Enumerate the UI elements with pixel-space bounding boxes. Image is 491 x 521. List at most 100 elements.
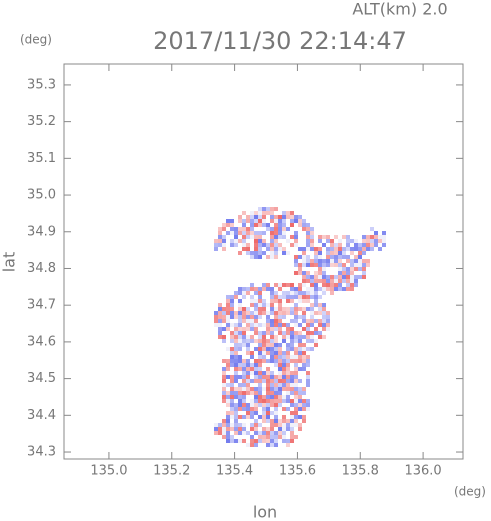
echo-pixel bbox=[314, 275, 318, 279]
echo-pixel bbox=[226, 359, 230, 363]
y-tick-label: 35.3 bbox=[27, 77, 56, 92]
echo-pixel bbox=[262, 427, 266, 431]
echo-pixel bbox=[234, 343, 238, 347]
echo-pixel bbox=[258, 399, 262, 403]
echo-pixel bbox=[334, 283, 338, 287]
y-tick-label: 34.3 bbox=[27, 445, 56, 460]
echo-pixel bbox=[250, 283, 254, 287]
echo-pixel bbox=[358, 247, 362, 251]
echo-pixel bbox=[266, 351, 270, 355]
echo-pixel bbox=[250, 363, 254, 367]
echo-pixel bbox=[294, 351, 298, 355]
echo-pixel bbox=[266, 391, 270, 395]
echo-pixel bbox=[278, 303, 282, 307]
echo-pixel bbox=[306, 291, 310, 295]
echo-pixel bbox=[322, 235, 326, 239]
echo-pixel bbox=[222, 319, 226, 323]
echo-pixel bbox=[302, 219, 306, 223]
echo-pixel bbox=[354, 275, 358, 279]
echo-pixel bbox=[258, 315, 262, 319]
echo-pixel bbox=[346, 267, 350, 271]
echo-pixel bbox=[270, 423, 274, 427]
echo-pixel bbox=[302, 363, 306, 367]
echo-pixel bbox=[250, 387, 254, 391]
echo-pixel bbox=[274, 423, 278, 427]
echo-pixel bbox=[266, 283, 270, 287]
echo-pixel bbox=[294, 339, 298, 343]
echo-pixel bbox=[334, 279, 338, 283]
echo-pixel bbox=[262, 403, 266, 407]
echo-pixel bbox=[310, 287, 314, 291]
echo-pixel bbox=[338, 251, 342, 255]
echo-pixel bbox=[310, 239, 314, 243]
echo-pixel bbox=[254, 387, 258, 391]
echo-pixel bbox=[286, 407, 290, 411]
echo-pixel bbox=[326, 247, 330, 251]
echo-pixel bbox=[250, 323, 254, 327]
echo-pixel bbox=[226, 391, 230, 395]
echo-pixel bbox=[230, 383, 234, 387]
echo-pixel bbox=[286, 335, 290, 339]
echo-pixel bbox=[274, 323, 278, 327]
echo-pixel bbox=[298, 347, 302, 351]
echo-pixel bbox=[326, 283, 330, 287]
echo-pixel bbox=[222, 435, 226, 439]
echo-pixel bbox=[218, 311, 222, 315]
echo-pixel bbox=[338, 243, 342, 247]
echo-pixel bbox=[242, 423, 246, 427]
echo-pixel bbox=[350, 267, 354, 271]
echo-pixel bbox=[314, 247, 318, 251]
echo-pixel bbox=[302, 415, 306, 419]
echo-pixel bbox=[230, 307, 234, 311]
echo-pixel bbox=[350, 283, 354, 287]
echo-pixel bbox=[270, 239, 274, 243]
echo-pixel bbox=[282, 375, 286, 379]
echo-pixel bbox=[322, 283, 326, 287]
echo-pixel bbox=[282, 363, 286, 367]
echo-pixel bbox=[310, 275, 314, 279]
echo-pixel bbox=[222, 243, 226, 247]
echo-pixel bbox=[298, 323, 302, 327]
echo-pixel bbox=[274, 291, 278, 295]
echo-pixel bbox=[310, 263, 314, 267]
echo-pixel bbox=[246, 215, 250, 219]
echo-pixel bbox=[254, 211, 258, 215]
echo-pixel bbox=[246, 359, 250, 363]
echo-pixel bbox=[266, 411, 270, 415]
echo-pixel bbox=[282, 335, 286, 339]
echo-pixel bbox=[346, 283, 350, 287]
echo-pixel bbox=[238, 335, 242, 339]
echo-pixel bbox=[306, 327, 310, 331]
echo-pixel bbox=[238, 327, 242, 331]
echo-pixel bbox=[354, 255, 358, 259]
echo-pixel bbox=[334, 247, 338, 251]
echo-pixel bbox=[234, 359, 238, 363]
echo-pixel bbox=[234, 239, 238, 243]
echo-pixel bbox=[234, 419, 238, 423]
echo-pixel bbox=[278, 387, 282, 391]
echo-pixel bbox=[290, 287, 294, 291]
echo-pixel bbox=[314, 319, 318, 323]
echo-pixel bbox=[222, 431, 226, 435]
echo-pixel bbox=[366, 263, 370, 267]
echo-pixel bbox=[246, 363, 250, 367]
echo-pixel bbox=[226, 411, 230, 415]
echo-pixel bbox=[242, 343, 246, 347]
echo-pixel bbox=[218, 231, 222, 235]
echo-pixel bbox=[314, 287, 318, 291]
echo-pixel bbox=[346, 287, 350, 291]
echo-pixel bbox=[250, 371, 254, 375]
echo-pixel bbox=[242, 247, 246, 251]
echo-pixel bbox=[290, 391, 294, 395]
echo-pixel bbox=[362, 259, 366, 263]
echo-pixel bbox=[282, 315, 286, 319]
echo-pixel bbox=[370, 227, 374, 231]
echo-pixel bbox=[270, 307, 274, 311]
echo-pixel bbox=[274, 443, 278, 447]
echo-pixel bbox=[362, 243, 366, 247]
echo-pixel bbox=[242, 315, 246, 319]
echo-pixel bbox=[230, 231, 234, 235]
echo-pixel bbox=[254, 339, 258, 343]
echo-pixel bbox=[306, 335, 310, 339]
echo-pixel bbox=[270, 287, 274, 291]
